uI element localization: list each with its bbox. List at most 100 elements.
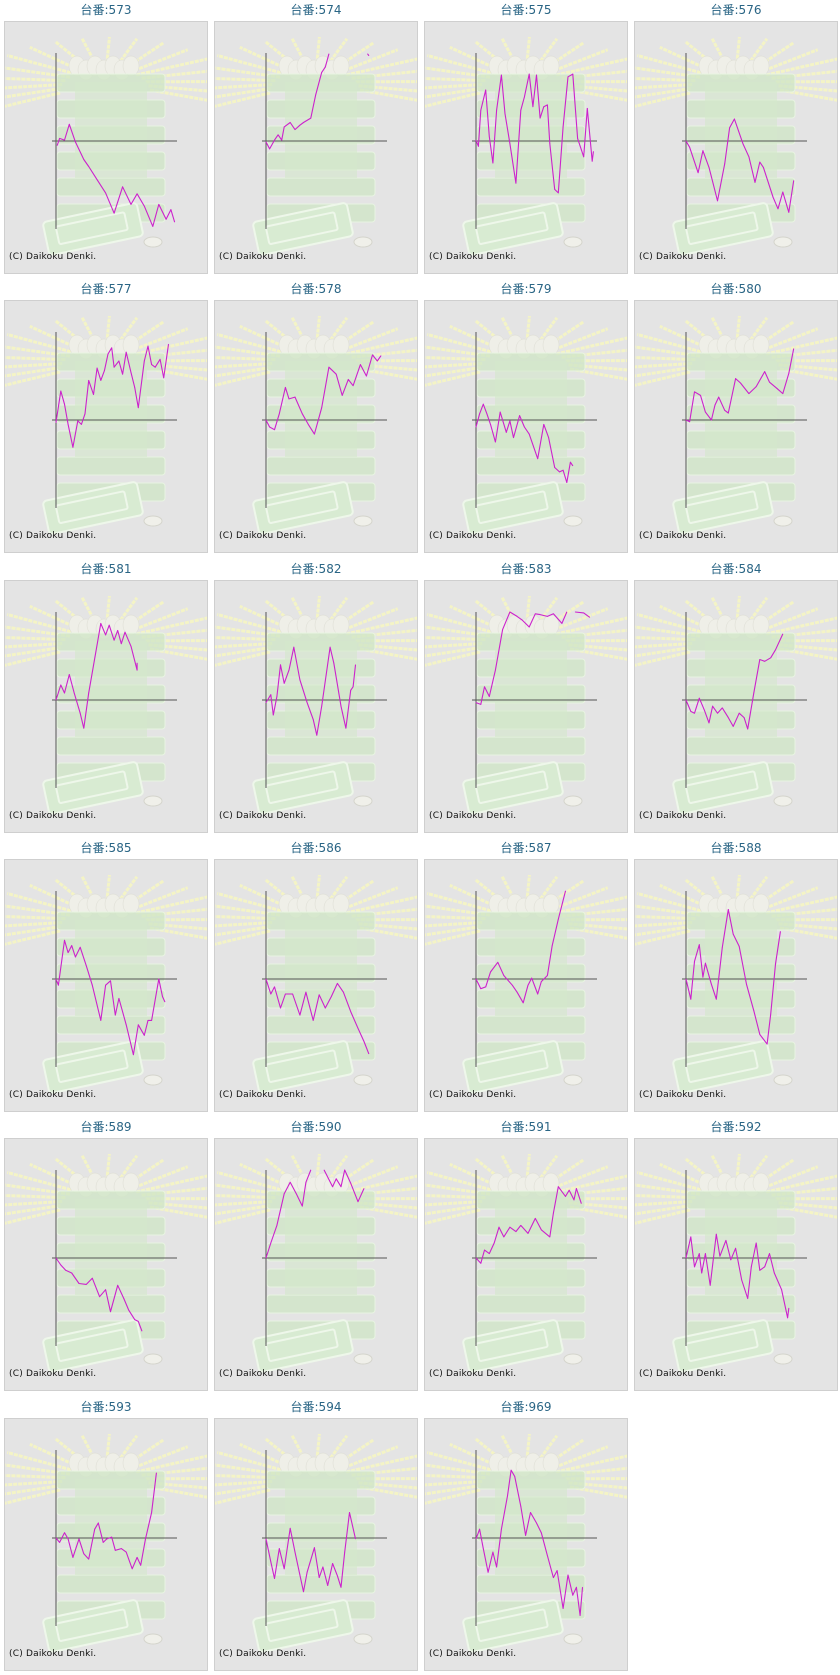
- data-point: [490, 424, 491, 425]
- data-point: [509, 1226, 511, 1228]
- machine-number-title[interactable]: 台番:583: [500, 562, 552, 576]
- slump-graph-image[interactable]: (C) Daikoku Denki.: [4, 1138, 208, 1391]
- data-point: [711, 419, 712, 421]
- payout-line: [265, 1511, 357, 1593]
- machine-number-title[interactable]: 台番:590: [290, 1120, 342, 1134]
- data-point: [507, 1495, 508, 1497]
- slump-graph-image[interactable]: (C) Daikoku Denki.: [424, 1138, 628, 1391]
- machine-number-title[interactable]: 台番:593: [80, 1400, 132, 1414]
- data-point: [748, 156, 750, 158]
- slump-graph-image[interactable]: (C) Daikoku Denki.: [424, 300, 628, 553]
- data-point: [782, 191, 784, 193]
- data-point: [764, 1266, 766, 1268]
- slump-graph-image[interactable]: (C) Daikoku Denki.: [634, 859, 838, 1112]
- data-point: [340, 1186, 342, 1188]
- data-point: [113, 212, 115, 214]
- data-point: [158, 203, 160, 205]
- machine-graph-card: 台番:580 (C) Daikoku Denki.: [634, 279, 838, 554]
- machine-number-title[interactable]: 台番:587: [500, 841, 552, 855]
- data-point: [83, 1553, 85, 1555]
- machine-number-title[interactable]: 台番:573: [80, 3, 132, 17]
- data-point: [487, 1571, 489, 1573]
- slump-graph-image[interactable]: (C) Daikoku Denki.: [424, 1418, 628, 1671]
- payout-line: [475, 403, 574, 484]
- data-point: [498, 1226, 500, 1228]
- machine-number-title[interactable]: 台番:584: [710, 562, 762, 576]
- slump-graph-image[interactable]: (C) Daikoku Denki.: [4, 300, 208, 553]
- slump-graph-image[interactable]: (C) Daikoku Denki.: [214, 21, 418, 274]
- data-point: [727, 717, 729, 718]
- slump-graph-svg: [425, 36, 627, 256]
- data-point: [759, 1034, 761, 1035]
- slump-graph-image[interactable]: (C) Daikoku Denki.: [4, 21, 208, 274]
- data-point: [88, 1558, 90, 1560]
- data-point: [685, 140, 687, 142]
- machine-number-title[interactable]: 台番:579: [500, 282, 552, 296]
- machine-number-title[interactable]: 台番:592: [710, 1120, 762, 1134]
- data-point: [327, 1585, 329, 1586]
- slump-graph-image[interactable]: (C) Daikoku Denki.: [4, 859, 208, 1112]
- data-point: [328, 53, 330, 55]
- machine-graph-card: 台番:574 (C) Daikoku Denki.: [214, 0, 418, 275]
- slump-graph-svg: [425, 1153, 627, 1373]
- data-point: [299, 1014, 301, 1016]
- machine-number-title[interactable]: 台番:591: [500, 1120, 552, 1134]
- slump-graph-image[interactable]: (C) Daikoku Denki.: [4, 580, 208, 833]
- data-point: [788, 1307, 790, 1309]
- data-point: [64, 403, 65, 405]
- machine-number-title[interactable]: 台番:576: [710, 3, 762, 17]
- data-point: [301, 1205, 303, 1207]
- data-point: [503, 975, 505, 976]
- slump-graph-image[interactable]: (C) Daikoku Denki.: [214, 1418, 418, 1671]
- machine-number-title[interactable]: 台番:580: [710, 282, 762, 296]
- data-point: [84, 413, 86, 415]
- machine-number-title[interactable]: 台番:574: [290, 3, 342, 17]
- data-point: [698, 697, 700, 699]
- machine-number-title[interactable]: 台番:582: [290, 562, 342, 576]
- background-illustration: [215, 1153, 417, 1373]
- slump-graph-image[interactable]: (C) Daikoku Denki.: [634, 300, 838, 553]
- data-point: [276, 1225, 278, 1226]
- data-point: [350, 1011, 352, 1012]
- data-point: [284, 387, 286, 388]
- data-point: [270, 993, 272, 995]
- machine-number-title[interactable]: 台番:585: [80, 841, 132, 855]
- slump-graph-image[interactable]: (C) Daikoku Denki.: [4, 1418, 208, 1671]
- slump-graph-image[interactable]: (C) Daikoku Denki.: [634, 580, 838, 833]
- data-point: [165, 218, 167, 220]
- slump-graph-image[interactable]: (C) Daikoku Denki.: [424, 21, 628, 274]
- machine-number-title[interactable]: 台番:586: [290, 841, 342, 855]
- data-point: [130, 203, 132, 205]
- data-point: [83, 159, 85, 160]
- data-point: [522, 1002, 524, 1004]
- slump-graph-image[interactable]: (C) Daikoku Denki.: [214, 580, 418, 833]
- slump-graph-image[interactable]: (C) Daikoku Denki.: [634, 1138, 838, 1391]
- data-point: [357, 1027, 359, 1029]
- machine-number-title[interactable]: 台番:581: [80, 562, 132, 576]
- machine-number-title[interactable]: 台番:588: [710, 841, 762, 855]
- machine-number-title[interactable]: 台番:575: [500, 3, 552, 17]
- slump-graph-image[interactable]: (C) Daikoku Denki.: [424, 859, 628, 1112]
- machine-number-title[interactable]: 台番:969: [500, 1400, 552, 1414]
- machine-number-title[interactable]: 台番:577: [80, 282, 132, 296]
- data-point: [55, 699, 57, 701]
- slump-graph-svg: [635, 595, 837, 815]
- machine-number-title[interactable]: 台番:594: [290, 1400, 342, 1414]
- slump-graph-image[interactable]: (C) Daikoku Denki.: [634, 21, 838, 274]
- background-illustration: [425, 315, 627, 535]
- slump-graph-image[interactable]: (C) Daikoku Denki.: [424, 580, 628, 833]
- data-point: [779, 931, 781, 932]
- background-illustration: [635, 595, 837, 815]
- machine-number-title[interactable]: 台番:589: [80, 1120, 132, 1134]
- data-point: [106, 1538, 108, 1540]
- data-point: [494, 669, 496, 671]
- machine-number-title[interactable]: 台番:578: [290, 282, 342, 296]
- data-point: [729, 127, 730, 129]
- data-point: [73, 692, 75, 694]
- slump-graph-image[interactable]: (C) Daikoku Denki.: [214, 300, 418, 553]
- slump-graph-image[interactable]: (C) Daikoku Denki.: [214, 859, 418, 1112]
- data-point: [480, 704, 482, 705]
- data-point: [540, 1532, 542, 1534]
- slump-graph-image[interactable]: (C) Daikoku Denki.: [214, 1138, 418, 1391]
- payout-line: [55, 1257, 143, 1332]
